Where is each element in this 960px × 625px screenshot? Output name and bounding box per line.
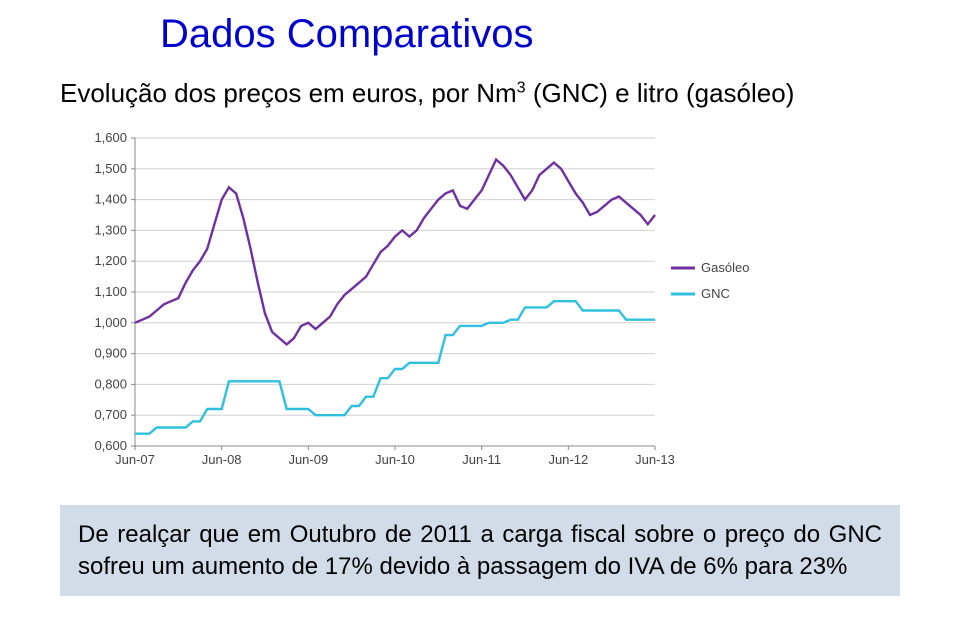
chart-svg: 0,600 0,700 0,800 0,900 1,000 1,100 1,200 1,300… — [75, 128, 795, 478]
subtitle-pre: Evolução dos preços em euros, por Nm — [60, 78, 517, 108]
svg-text:1,000: 1,000 — [94, 315, 127, 330]
svg-text:Jun-10: Jun-10 — [375, 452, 415, 467]
price-chart: 0,600 0,700 0,800 0,900 1,000 1,100 1,200 1,300… — [75, 128, 795, 478]
legend-label-gnc: GNC — [701, 286, 730, 301]
footer-band: De realçar que em Outubro de 2011 a carg… — [60, 505, 900, 596]
svg-text:0,600: 0,600 — [94, 438, 127, 453]
svg-text:1,500: 1,500 — [94, 161, 127, 176]
svg-text:1,300: 1,300 — [94, 222, 127, 237]
subtitle-sup: 3 — [517, 78, 526, 96]
svg-text:1,200: 1,200 — [94, 253, 127, 268]
svg-text:0,700: 0,700 — [94, 407, 127, 422]
svg-text:0,900: 0,900 — [94, 346, 127, 361]
page-title: Dados Comparativos — [60, 12, 810, 57]
svg-text:1,600: 1,600 — [94, 130, 127, 145]
subtitle-post: (GNC) e litro (gasóleo) — [526, 78, 795, 108]
series-gasóleo — [135, 160, 655, 345]
svg-text:1,100: 1,100 — [94, 284, 127, 299]
legend-label-gasóleo: Gasóleo — [701, 260, 749, 275]
svg-text:1,400: 1,400 — [94, 192, 127, 207]
svg-text:Jun-08: Jun-08 — [202, 452, 242, 467]
svg-text:Jun-07: Jun-07 — [115, 452, 155, 467]
title-band: Dados Comparativos — [60, 12, 810, 68]
footer-text: De realçar que em Outubro de 2011 a carg… — [78, 519, 882, 582]
subtitle: Evolução dos preços em euros, por Nm3 (G… — [60, 78, 794, 109]
svg-text:Jun-12: Jun-12 — [548, 452, 588, 467]
svg-text:0,800: 0,800 — [94, 376, 127, 391]
svg-text:Jun-09: Jun-09 — [288, 452, 328, 467]
series-gnc — [135, 301, 655, 434]
svg-text:Jun-11: Jun-11 — [462, 452, 501, 467]
svg-text:Jun-13: Jun-13 — [635, 452, 675, 467]
